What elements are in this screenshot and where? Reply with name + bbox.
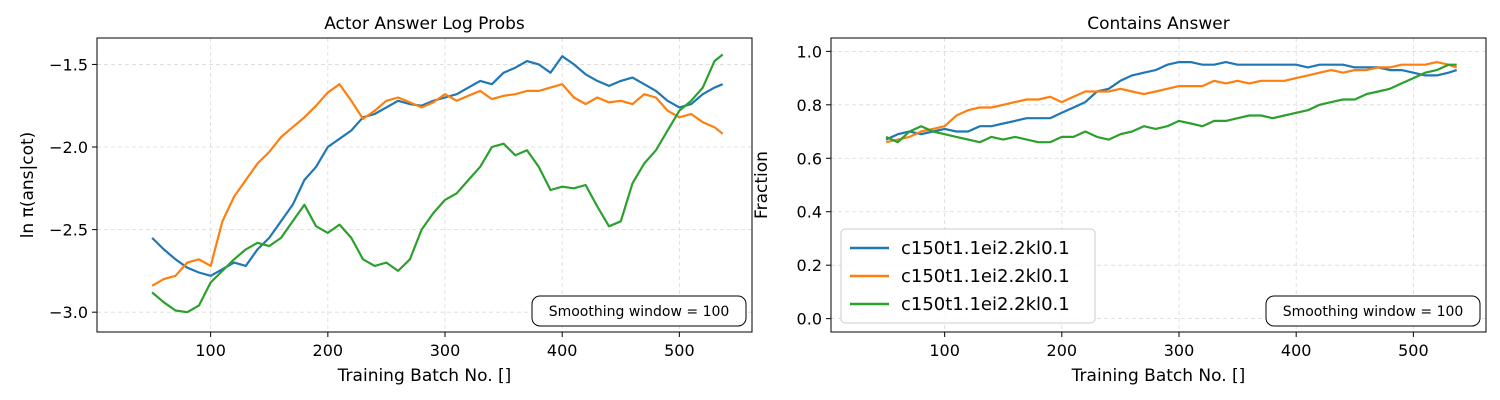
x-tick-label: 500 [1398,341,1429,360]
plot-frame [96,37,753,333]
x-tick-label: 500 [664,341,695,360]
smoothing-note-box [531,295,747,327]
plot-frame [830,37,1487,333]
smoothing-note-text: Smoothing window = 100 [549,304,730,320]
series-line-1 [151,55,724,277]
y-tick-label: −2.0 [49,138,88,157]
y-axis-label: Fraction [752,151,772,219]
series-line-1 [885,61,1458,141]
y-tick-label: −2.5 [49,221,88,240]
legend-entry: c150t1.1ei2.2kl0.1 [901,238,1070,259]
x-tick-label: 100 [195,341,226,360]
chart-title: Actor Answer Log Probs [324,14,525,34]
x-tick-label: 200 [313,341,344,360]
legend: c150t1.1ei2.2kl0.1 c150t1.1ei2.2kl0.1 c150… [840,228,1096,324]
y-tick-label: −1.5 [49,55,88,74]
x-axis-label: Training Batch No. [] [337,366,512,386]
chart-panel-2: 100 200 300 400 500 0.0 0.2 0.4 0.6 0.8 1.0 Contain… [752,14,1487,386]
series-line-2 [151,83,724,287]
y-tick-label: 1.0 [797,42,822,61]
series-line-3 [885,63,1457,144]
smoothing-note: Smoothing window = 100 [1265,295,1481,327]
x-tick-label: 200 [1047,341,1078,360]
x-tick-label: 300 [1164,341,1195,360]
y-tick-label: 0.2 [797,256,822,275]
y-axis-label: ln π(ans|cot) [18,132,38,239]
smoothing-note-box [1265,295,1481,327]
chart-title: Contains Answer [1087,14,1230,34]
smoothing-note-text: Smoothing window = 100 [1283,304,1464,320]
chart-panel-1: 100 200 300 400 500 −3.0 −2.5 −2.0 −1.5 Actor Ans… [18,14,753,386]
y-tick-label: 0.6 [797,149,822,168]
y-tick-label: −3.0 [49,303,88,322]
legend-box [840,228,1096,324]
smoothing-note: Smoothing window = 100 [531,295,747,327]
series-line-2 [885,61,1458,144]
x-axis-label: Training Batch No. [] [1071,366,1246,386]
x-tick-label: 300 [430,341,461,360]
y-tick-label: 0.4 [797,203,822,222]
x-tick-label: 100 [929,341,960,360]
series-line-3 [151,53,724,314]
y-tick-label: 0.8 [797,96,822,115]
legend-entry: c150t1.1ei2.2kl0.1 [901,266,1070,287]
legend-entry: c150t1.1ei2.2kl0.1 [901,294,1070,315]
x-tick-label: 400 [1281,341,1312,360]
y-tick-label: 0.0 [797,310,822,329]
x-tick-label: 400 [547,341,578,360]
